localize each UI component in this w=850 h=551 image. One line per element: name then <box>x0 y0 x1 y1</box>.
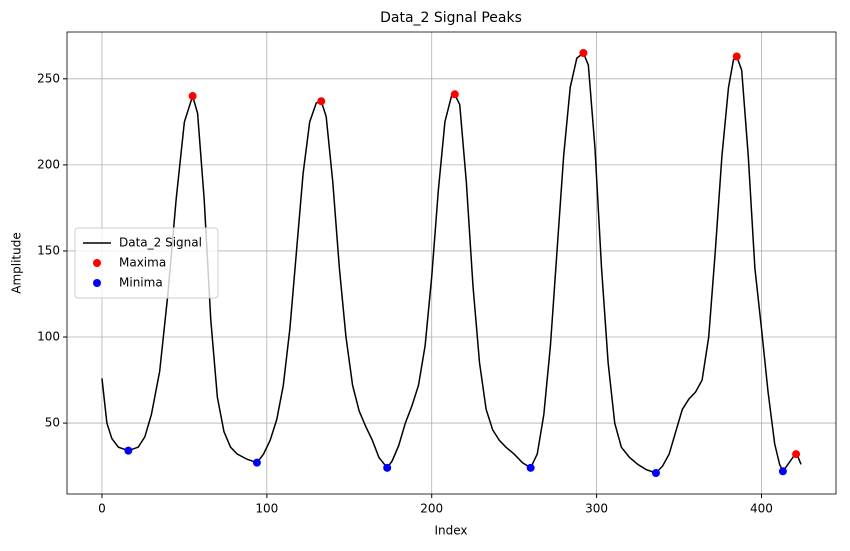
peak-marker <box>252 458 261 467</box>
peak-marker <box>383 463 392 472</box>
y-tick-label: 100 <box>37 330 60 344</box>
chart-title: Data_2 Signal Peaks <box>380 10 522 26</box>
peak-marker <box>778 467 787 476</box>
legend-label: Data_2 Signal <box>119 236 202 250</box>
peak-marker <box>450 90 459 99</box>
peak-marker <box>792 450 801 459</box>
y-tick-label: 150 <box>37 243 60 257</box>
x-tick-label: 100 <box>255 502 278 516</box>
legend-label: Minima <box>119 276 163 290</box>
x-tick-label: 400 <box>750 502 773 516</box>
peak-marker <box>188 92 197 101</box>
legend-label: Maxima <box>119 256 166 270</box>
peak-marker <box>579 49 588 57</box>
x-tick-label: 200 <box>420 502 443 516</box>
y-tick-label: 200 <box>37 157 60 171</box>
signal-line <box>101 51 802 474</box>
legend-swatch <box>93 259 101 267</box>
y-tick-label: 50 <box>45 416 60 430</box>
x-axis-label: Index <box>434 524 467 538</box>
peak-marker <box>651 469 660 477</box>
peak-marker <box>124 446 133 455</box>
plot-frame <box>66 31 837 495</box>
peak-marker <box>526 463 535 472</box>
y-tick-label: 250 <box>37 71 60 85</box>
x-tick-label: 300 <box>585 502 608 516</box>
peak-marker <box>317 97 326 106</box>
y-axis-label: Amplitude <box>10 232 24 294</box>
x-tick-label: 0 <box>98 502 106 516</box>
legend-box <box>74 227 219 299</box>
peak-marker <box>732 52 741 61</box>
legend-swatch <box>93 279 101 287</box>
